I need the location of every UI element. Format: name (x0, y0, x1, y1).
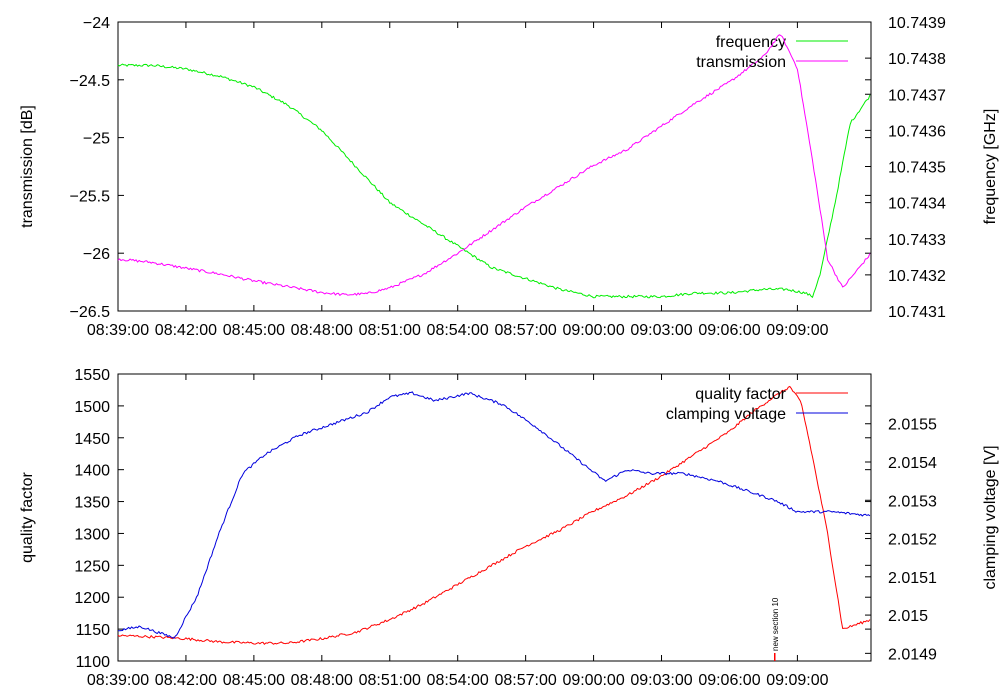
left-tick-label: −24.5 (70, 73, 111, 90)
left-axis-title: quality factor (19, 471, 36, 562)
right-tick-label: 2.0152 (888, 532, 937, 549)
x-tick-label: 08:51:00 (359, 672, 421, 689)
right-tick-label: 2.015 (888, 608, 928, 625)
x-tick-label: 08:39:00 (87, 672, 149, 689)
left-tick-label: 1550 (74, 367, 110, 384)
x-tick-label: 08:57:00 (494, 322, 556, 339)
x-tick-label: 08:48:00 (291, 322, 353, 339)
annotation-label: new section 10 (771, 597, 780, 651)
x-tick-label: 09:06:00 (698, 672, 760, 689)
left-tick-label: 1200 (74, 590, 110, 607)
left-tick-label: 1100 (76, 654, 111, 671)
series-line-quality-factor (117, 385, 871, 645)
x-tick-label: 09:03:00 (630, 322, 692, 339)
right-axis-title: frequency [GHz] (982, 109, 999, 225)
left-axis-title: transmission [dB] (19, 105, 36, 228)
left-tick-label: −25.5 (70, 188, 111, 205)
right-tick-label: 2.0155 (888, 417, 937, 434)
x-tick-label: 09:00:00 (562, 672, 624, 689)
right-tick-label: 10.7436 (888, 123, 946, 140)
right-tick-label: 10.7435 (888, 160, 946, 177)
left-tick-label: −26.5 (70, 304, 111, 321)
right-tick-label: 10.7432 (888, 268, 946, 285)
left-tick-label: 1350 (74, 495, 110, 512)
x-tick-label: 09:03:00 (630, 672, 692, 689)
legend-label-frequency: frequency (716, 34, 786, 51)
x-tick-label: 08:54:00 (427, 672, 489, 689)
series-line-clamping-voltage (117, 391, 871, 639)
legend-label-transmission: transmission (696, 54, 786, 71)
legend-label-clamping-voltage: clamping voltage (666, 406, 786, 423)
x-tick-label: 08:42:00 (155, 322, 217, 339)
x-tick-label: 08:42:00 (155, 672, 217, 689)
x-tick-label: 08:45:00 (223, 322, 285, 339)
right-tick-label: 2.0151 (888, 570, 937, 587)
right-tick-label: 10.7438 (888, 51, 946, 68)
right-tick-label: 2.0153 (888, 493, 937, 510)
right-tick-label: 10.7437 (888, 87, 946, 104)
left-tick-label: 1500 (74, 399, 110, 416)
right-tick-label: 10.7439 (888, 15, 946, 32)
x-tick-label: 09:09:00 (766, 672, 828, 689)
left-tick-label: 1400 (74, 463, 110, 480)
legend-label-quality-factor: quality factor (695, 386, 786, 403)
chart-panel-1: −26.5 −26 −25.5 −25 −24.5 −24 10.7431 10.7432 10… (19, 15, 999, 339)
right-tick-label: 2.0149 (888, 646, 937, 663)
left-tick-label: 1300 (74, 526, 110, 543)
left-tick-label: −26 (83, 246, 110, 263)
left-tick-label: 1250 (74, 558, 110, 575)
x-tick-label: 08:39:00 (87, 322, 149, 339)
x-tick-label: 09:09:00 (766, 322, 828, 339)
x-tick-label: 08:45:00 (223, 672, 285, 689)
left-tick-label: −25 (83, 131, 110, 148)
right-tick-label: 2.0154 (888, 455, 937, 472)
right-tick-label: 10.7433 (888, 232, 946, 249)
series-line-frequency (117, 63, 871, 299)
left-tick-label: −24 (83, 15, 110, 32)
left-tick-label: 1150 (76, 622, 111, 639)
right-tick-label: 10.7431 (888, 304, 946, 321)
x-tick-label: 08:51:00 (359, 322, 421, 339)
chart-panel-2: 1100 1150 1200 1250 1300 1350 1400 1450 1500 1550… (19, 367, 999, 689)
plot-frame (117, 373, 872, 662)
x-tick-label: 08:48:00 (291, 672, 353, 689)
x-tick-label: 08:54:00 (427, 322, 489, 339)
right-tick-label: 10.7434 (888, 196, 946, 213)
x-tick-label: 09:06:00 (698, 322, 760, 339)
right-axis-title: clamping voltage [V] (982, 445, 999, 589)
x-tick-label: 08:57:00 (494, 672, 556, 689)
x-tick-label: 09:00:00 (562, 322, 624, 339)
left-tick-label: 1450 (74, 431, 110, 448)
series-line-transmission (117, 34, 871, 296)
